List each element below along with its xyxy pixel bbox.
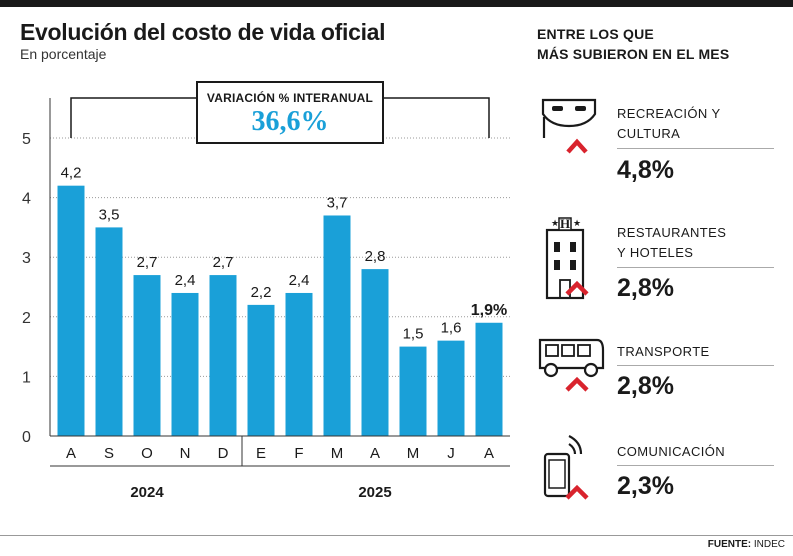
bar	[95, 227, 123, 436]
svg-text:H: H	[560, 216, 570, 231]
chart-subtitle: En porcentaje	[20, 46, 107, 62]
x-tick-label: A	[370, 445, 380, 462]
y-tick-label: 4	[22, 191, 31, 208]
category-value: 2,3%	[617, 472, 674, 500]
x-tick-label: O	[141, 445, 153, 462]
category-value: 4,8%	[617, 156, 674, 184]
x-tick-label: F	[294, 445, 303, 462]
category-name: RECREACIÓN Y CULTURA	[617, 106, 721, 141]
x-tick-label: E	[256, 445, 266, 462]
y-tick-label: 3	[22, 250, 31, 267]
sidebar-title-line2: MÁS SUBIERON EN EL MES	[537, 46, 730, 62]
bar	[209, 275, 237, 436]
x-tick-label: S	[104, 445, 114, 462]
bus-icon	[538, 338, 605, 392]
x-tick-label: A	[484, 445, 494, 462]
svg-text:★: ★	[573, 218, 581, 228]
source-credit: FUENTE: INDEC	[707, 539, 785, 550]
y-tick-label: 0	[22, 429, 31, 446]
data-label: 2,7	[137, 254, 158, 271]
category-restaurantes: H ★ ★ RESTAURANTES Y HOTELES 2,8%	[537, 210, 777, 310]
data-label: 2,2	[251, 284, 272, 301]
svg-text:★: ★	[551, 218, 559, 228]
data-label: 4,2	[61, 165, 82, 182]
sidebar-title-line1: ENTRE LOS QUE	[537, 26, 654, 42]
y-tick-label: 2	[22, 310, 31, 327]
callout-label: VARIACIÓN % INTERANUAL	[206, 91, 374, 105]
data-label: 2,7	[213, 254, 234, 271]
category-comunicacion: COMUNICACIÓN 2,3%	[537, 430, 777, 530]
y-tick-label: 5	[22, 131, 31, 148]
sidebar-title: ENTRE LOS QUE MÁS SUBIERON EN EL MES	[537, 24, 729, 64]
category-recreacion: RECREACIÓN Y CULTURA 4,8%	[537, 90, 777, 190]
hotel-building-icon: H ★ ★	[545, 216, 589, 300]
category-transporte: TRANSPORTE 2,8%	[537, 330, 777, 430]
x-tick-label: M	[407, 445, 420, 462]
bottom-rule	[0, 535, 793, 536]
data-label: 2,4	[175, 272, 196, 289]
year-group-label: 2025	[358, 484, 391, 501]
category-name: TRANSPORTE	[617, 344, 710, 359]
divider	[617, 148, 774, 149]
bar	[437, 340, 465, 436]
callout-value: 36,6%	[251, 106, 329, 137]
bar	[399, 346, 427, 436]
divider	[617, 365, 774, 366]
bar	[133, 275, 161, 436]
x-tick-label: A	[66, 445, 76, 462]
bar	[285, 292, 313, 436]
data-label: 3,5	[99, 206, 120, 223]
year-group-label: 2024	[130, 484, 164, 501]
bar	[171, 292, 199, 436]
divider	[617, 465, 774, 466]
category-name: COMUNICACIÓN	[617, 444, 726, 459]
y-tick-label: 1	[22, 369, 31, 386]
bar	[361, 269, 389, 436]
mobile-phone-icon	[543, 435, 589, 500]
data-label: 1,9%	[471, 302, 507, 319]
data-label: 1,6	[441, 320, 462, 337]
x-tick-label: D	[218, 445, 229, 462]
category-value: 2,8%	[617, 274, 674, 302]
data-label: 3,7	[327, 194, 348, 211]
x-tick-label: J	[447, 445, 455, 462]
divider	[617, 267, 774, 268]
bar	[57, 185, 85, 436]
bar	[475, 322, 503, 436]
data-label: 2,4	[289, 272, 310, 289]
x-tick-label: N	[180, 445, 191, 462]
theater-mask-icon	[541, 98, 597, 154]
category-value: 2,8%	[617, 372, 674, 400]
data-label: 1,5	[403, 326, 424, 343]
bar	[323, 215, 351, 436]
category-name: RESTAURANTES Y HOTELES	[617, 225, 727, 260]
interannual-callout: VARIACIÓN % INTERANUAL 36,6%	[196, 81, 384, 144]
x-tick-label: M	[331, 445, 344, 462]
chart-title: Evolución del costo de vida oficial	[20, 19, 386, 45]
top-bar	[0, 0, 793, 7]
data-label: 2,8	[365, 248, 386, 265]
bar	[247, 304, 275, 436]
